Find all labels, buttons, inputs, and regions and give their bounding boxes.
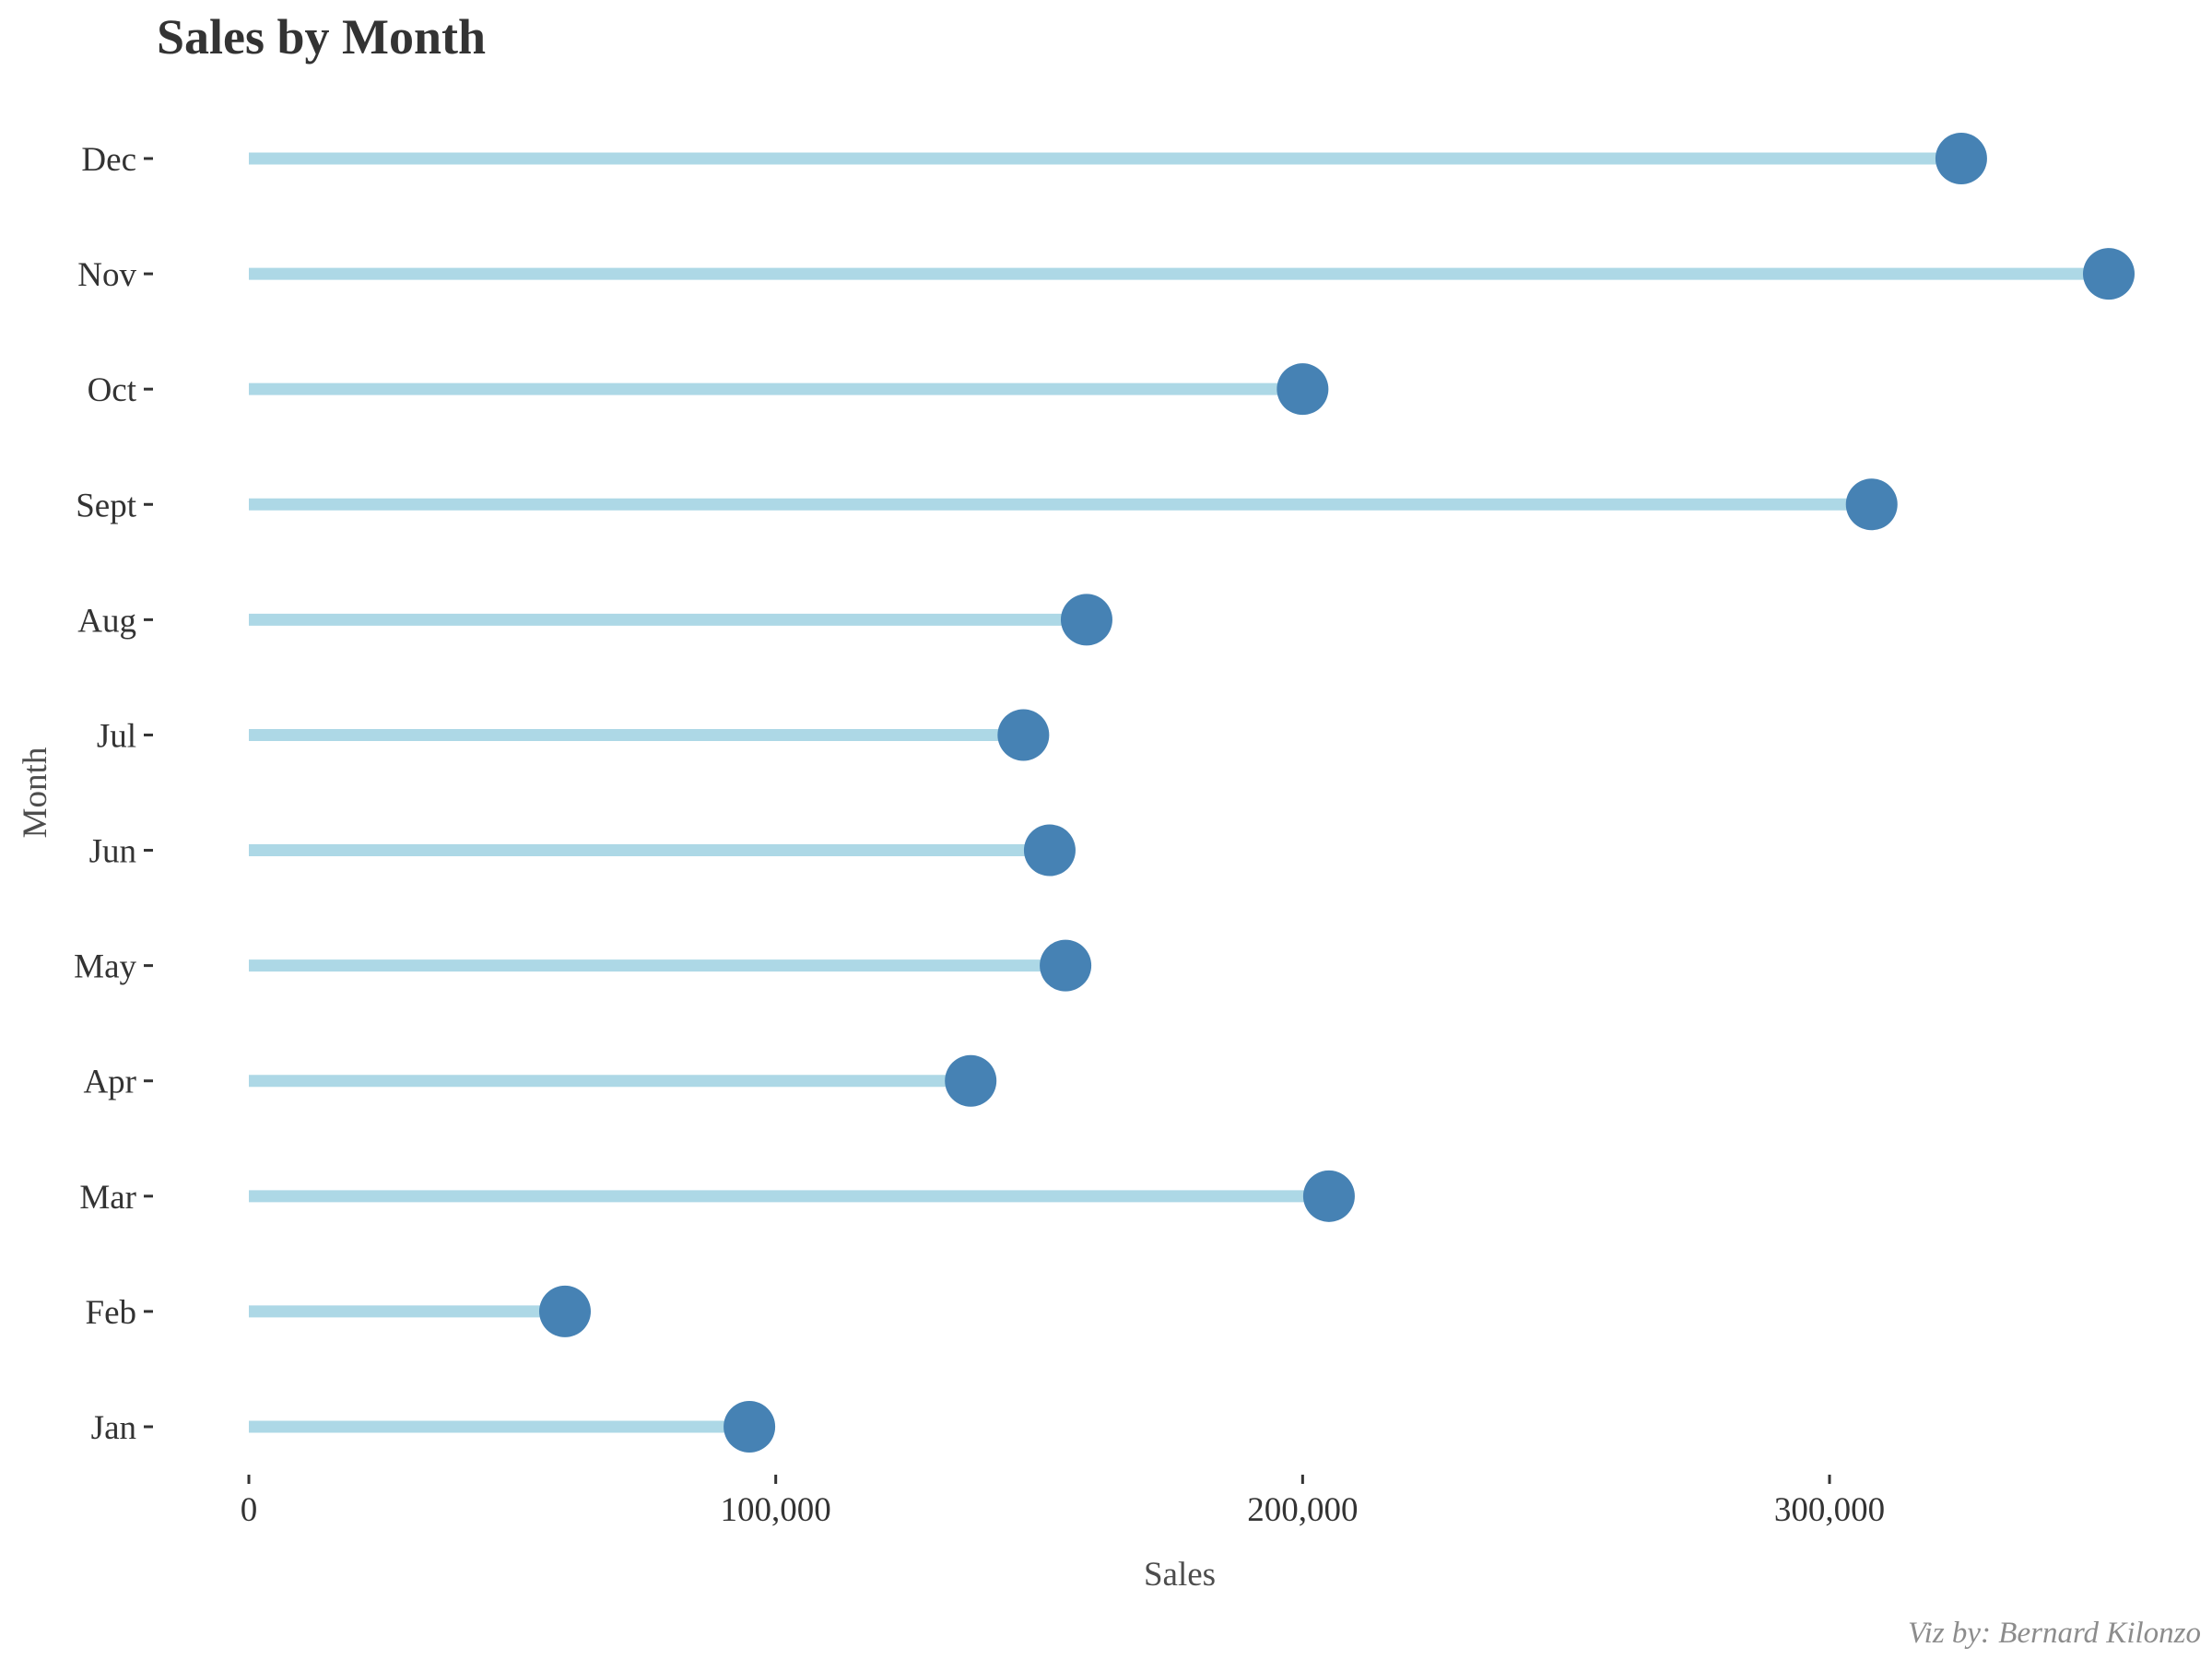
y-tick-label: Jul: [97, 717, 136, 755]
lollipop-point: [2083, 248, 2135, 300]
x-axis: 0 100,000 200,000 300,000: [241, 1475, 1885, 1529]
y-tick-label: Feb: [86, 1294, 137, 1332]
lollipop-point: [945, 1054, 997, 1107]
lollipop-points: [539, 133, 2135, 1453]
x-tick-label: 0: [241, 1491, 258, 1529]
lollipop-point: [997, 709, 1050, 761]
y-tick-label: May: [74, 948, 136, 986]
y-tick-label: Nov: [77, 256, 136, 294]
lollipop-point: [724, 1401, 776, 1453]
y-tick-label: Aug: [77, 602, 136, 640]
x-tick-label: 100,000: [721, 1491, 831, 1529]
x-tick-label: 300,000: [1774, 1491, 1885, 1529]
lollipop-point: [1060, 594, 1112, 646]
y-axis: Jan Feb Mar Apr May Jun Jul Aug Sept Oct Nov Dec: [74, 141, 153, 1447]
y-tick-label: Mar: [79, 1179, 136, 1217]
lollipop-point: [1023, 824, 1076, 877]
y-tick-label: Dec: [81, 141, 136, 179]
lollipop-point: [1935, 133, 1987, 184]
lollipop-stems: [249, 152, 2109, 1433]
x-tick-label: 200,000: [1247, 1491, 1358, 1529]
chart-title: Sales by Month: [157, 9, 486, 65]
y-tick-label: Sept: [76, 487, 137, 524]
y-tick-label: Apr: [83, 1064, 136, 1101]
x-axis-title: Sales: [1144, 1556, 1216, 1594]
lollipop-point: [1277, 363, 1329, 416]
lollipop-point: [539, 1285, 592, 1337]
chart-caption: Viz by: Bernard Kilonzo: [1908, 1617, 2201, 1650]
lollipop-point: [1040, 939, 1092, 992]
lollipop-point: [1302, 1170, 1355, 1222]
y-tick-label: Oct: [88, 371, 137, 409]
y-axis-title: Month: [17, 747, 54, 838]
lollipop-point: [1845, 478, 1898, 531]
y-tick-label: Jan: [91, 1409, 136, 1447]
y-tick-label: Jun: [89, 833, 136, 871]
